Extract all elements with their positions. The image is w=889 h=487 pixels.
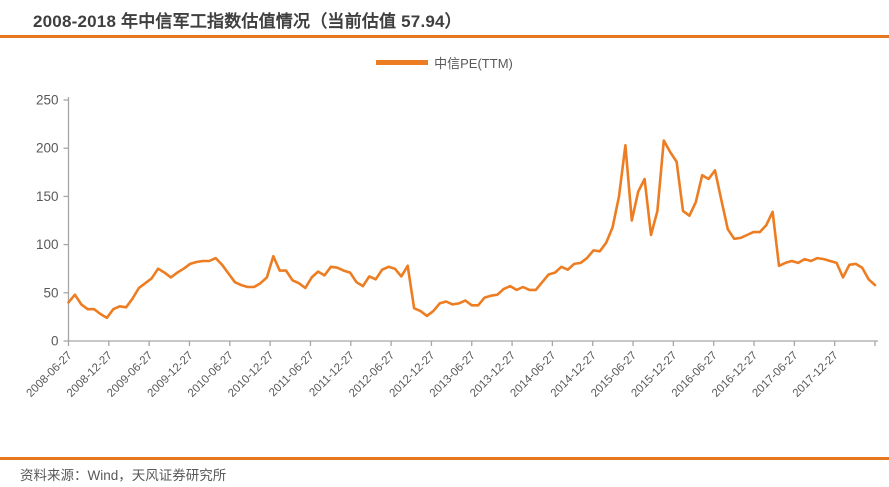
page-title: 2008-2018 年中信军工指数估值情况（当前估值 57.94） — [33, 12, 462, 31]
source-divider — [0, 457, 889, 460]
svg-text:150: 150 — [36, 189, 59, 204]
chart-legend: 中信PE(TTM) — [0, 53, 889, 72]
source-note: 资料来源：Wind，天风证券研究所 — [20, 468, 227, 483]
legend-line-swatch — [376, 60, 429, 65]
legend-label: 中信PE(TTM) — [434, 56, 513, 71]
svg-text:0: 0 — [51, 334, 59, 349]
title-divider — [0, 35, 889, 38]
svg-text:250: 250 — [36, 93, 59, 108]
pe-line-chart: 0501001502002502008-06-272008-12-272009-… — [25, 93, 878, 400]
svg-text:50: 50 — [43, 285, 58, 300]
svg-text:100: 100 — [36, 237, 59, 252]
svg-text:200: 200 — [36, 141, 59, 156]
